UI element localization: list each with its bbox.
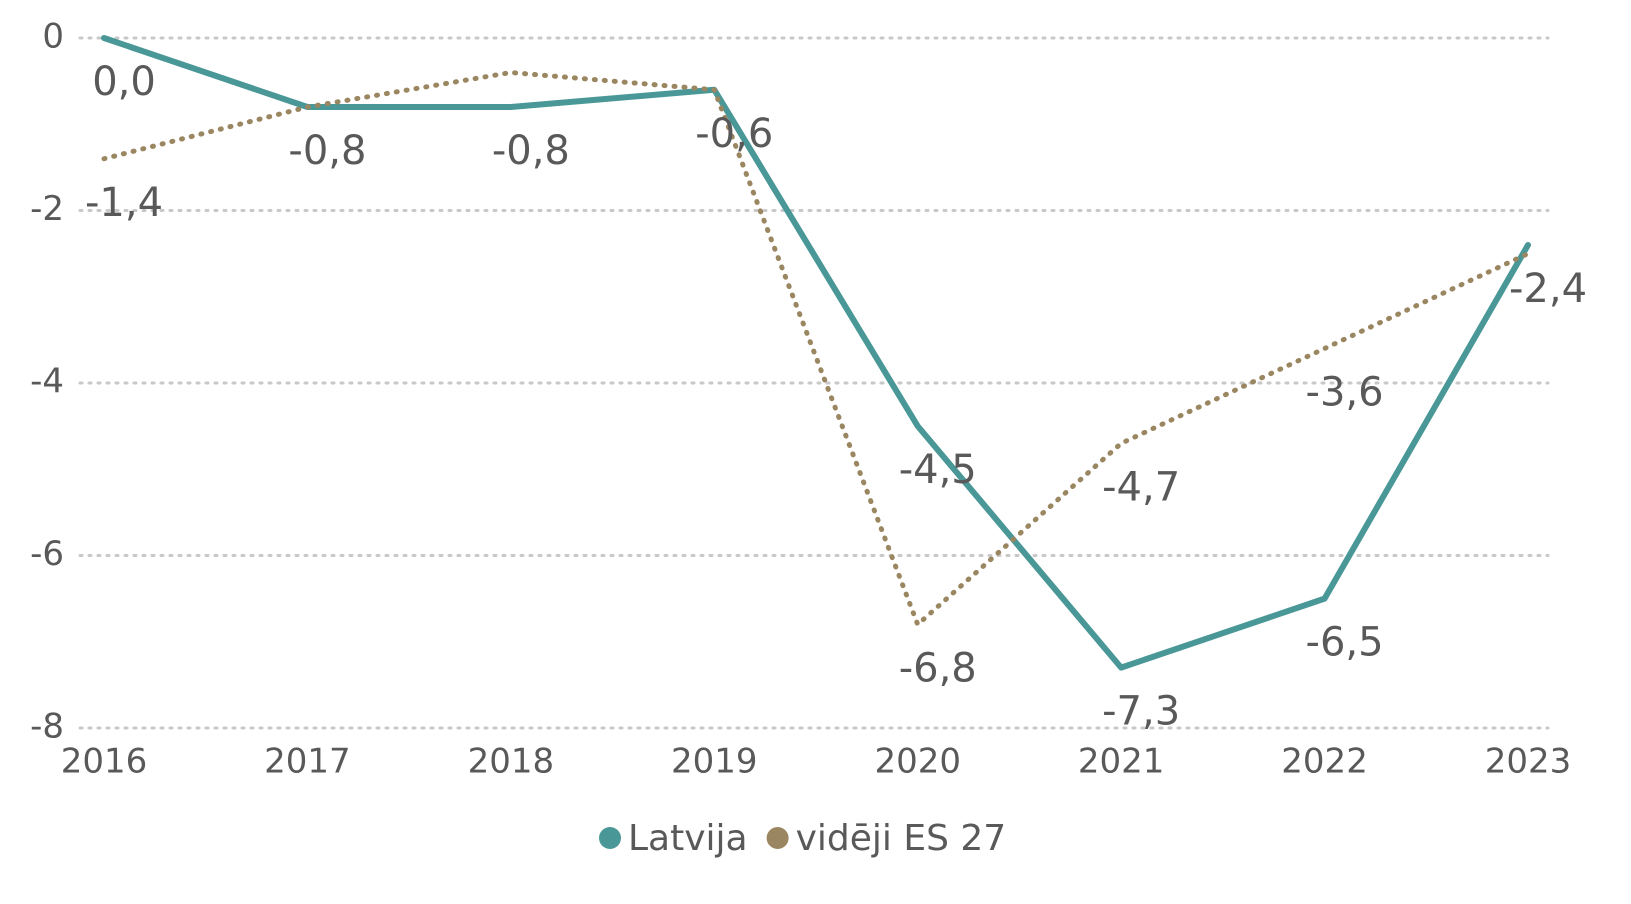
y-tick-label: -2 [30,189,64,229]
legend-label: vidēji ES 27 [796,818,1007,859]
y-tick-label: -4 [30,362,64,402]
x-tick-label: 2022 [1281,742,1368,782]
data-label: -0,6 [695,111,773,157]
x-tick-label: 2019 [671,742,758,782]
data-label: -1,4 [85,180,163,226]
x-tick-label: 2018 [468,742,555,782]
series-line [101,70,1531,627]
y-tick-label: -8 [30,707,64,747]
data-label: -6,8 [899,646,977,692]
y-tick-label: 0 [42,17,64,57]
data-label: -0,8 [492,128,570,174]
series-line [101,35,1531,671]
x-tick-label: 2023 [1485,742,1572,782]
legend-label: Latvija [628,818,748,859]
x-tick-label: 2021 [1078,742,1165,782]
legend-marker [599,827,621,849]
y-tick-label: -6 [30,534,64,574]
data-label: -0,8 [288,128,366,174]
x-tick-label: 2020 [874,742,961,782]
data-label: -4,7 [1102,464,1180,510]
data-label: -4,5 [899,447,977,493]
data-label: -3,6 [1306,370,1384,416]
x-tick-label: 2016 [61,742,148,782]
data-label: -6,5 [1306,620,1384,666]
legend-marker [766,827,789,849]
data-label: 0,0 [92,59,156,105]
data-label: -7,3 [1102,689,1180,735]
x-tick-label: 2017 [264,742,351,782]
data-label: -2,4 [1509,266,1587,312]
